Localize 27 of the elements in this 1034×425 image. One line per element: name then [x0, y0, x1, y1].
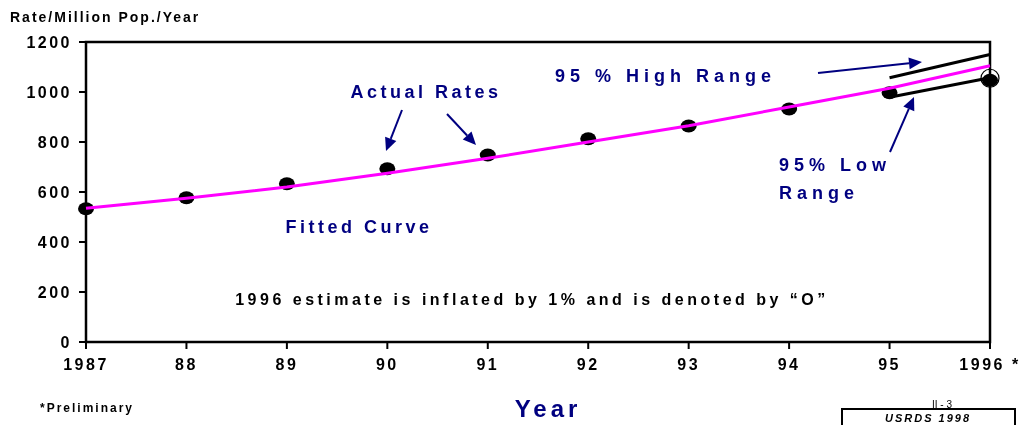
- y-axis-title: Rate/Million Pop./Year: [10, 9, 201, 25]
- text: II - 3: [931, 399, 953, 410]
- x-tick-label: 91: [476, 356, 500, 373]
- x-tick-label: 95: [878, 356, 901, 373]
- annotation: 95 % High Range: [555, 66, 777, 86]
- y-tick-label: 1000: [26, 83, 72, 101]
- text: *Preliminary: [40, 401, 135, 415]
- y-tick-label: 1200: [26, 33, 72, 51]
- text: USRDS 1998: [884, 412, 972, 424]
- y-tick-label: 200: [37, 283, 72, 301]
- x-tick-label: 92: [576, 356, 600, 373]
- annotation: 95% Low Range: [779, 155, 892, 203]
- annotation: Fitted Curve: [285, 217, 433, 237]
- annotation: Actual Rates: [350, 82, 502, 102]
- y-tick-label: 800: [37, 133, 72, 151]
- x-axis-title: Year: [514, 395, 582, 422]
- annotation: 1996 estimate is inflated by 1% and is denoted by “O”: [235, 291, 829, 308]
- x-tick-label: 90: [375, 356, 399, 373]
- y-tick-label: 600: [37, 183, 72, 201]
- x-tick-label: 94: [777, 356, 801, 373]
- y-tick-label: 0: [60, 333, 72, 351]
- x-tick-label: 93: [677, 356, 701, 373]
- x-tick-label: 89: [275, 356, 299, 373]
- x-tick-label: 1987: [63, 356, 109, 373]
- x-tick-label: 1996 *: [959, 356, 1021, 373]
- y-tick-label: 400: [37, 233, 72, 251]
- x-tick-label: 88: [175, 356, 198, 373]
